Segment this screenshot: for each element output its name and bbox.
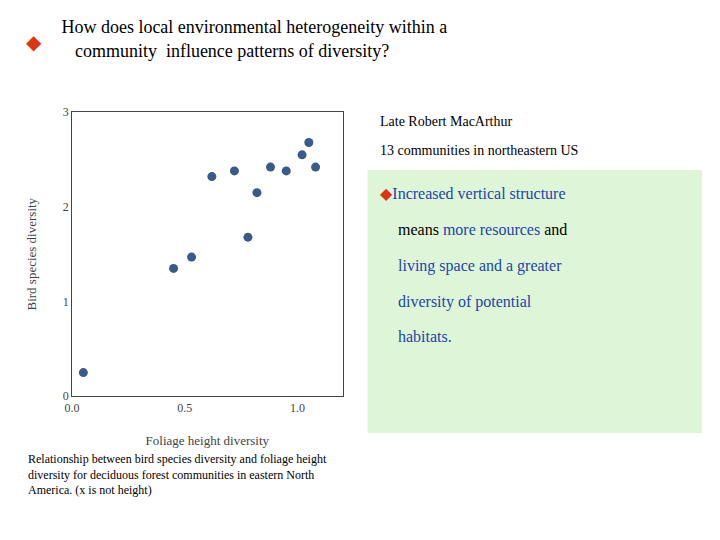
svg-text:Foliage height diversity: Foliage height diversity [146,433,270,448]
svg-text:How does local environmental h: How does local environmental heterogenei… [61,17,447,60]
svg-text:diversity of potential: diversity of potential [398,293,532,311]
svg-text:Relationship between bird spec: Relationship between bird species divers… [28,452,327,497]
svg-text:1.0: 1.0 [290,401,305,415]
svg-text:Late Robert MacArthur: Late Robert MacArthur [380,114,513,129]
svg-text:◆: ◆ [26,31,42,53]
svg-text:13 communities in northeastern: 13 communities in northeastern US [380,143,578,158]
svg-text:1: 1 [63,295,69,309]
svg-text:3: 3 [63,105,69,119]
svg-text:Bird species diversity: Bird species diversity [24,197,39,310]
svg-text:2: 2 [63,200,69,214]
svg-text:living space and a greater: living space and a greater [398,257,562,275]
svg-text:means more resources and: means more resources and [398,221,567,238]
svg-text:0.0: 0.0 [65,401,80,415]
svg-text:habitats.: habitats. [398,328,452,345]
svg-text:0: 0 [63,389,69,403]
svg-text:◆Increased vertical structure: ◆Increased vertical structure [380,185,566,202]
svg-text:0.5: 0.5 [177,401,192,415]
